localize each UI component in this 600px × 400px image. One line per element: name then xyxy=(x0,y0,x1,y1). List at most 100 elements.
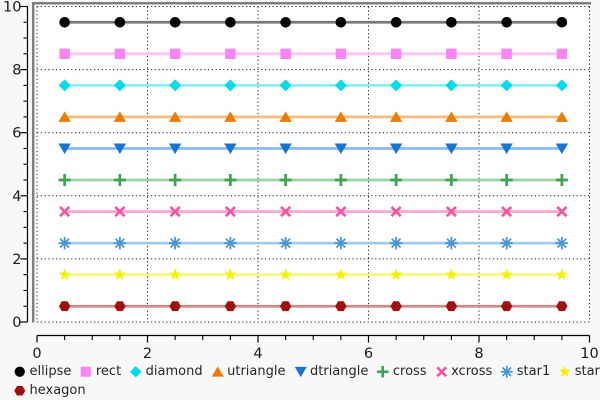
legend-label-star2: star2 xyxy=(574,364,600,379)
x-tick-label: 6 xyxy=(364,346,373,362)
marker-cross xyxy=(390,174,403,187)
x-tick-label: 8 xyxy=(474,346,483,362)
marker-star1 xyxy=(224,236,237,250)
marker-cross xyxy=(500,174,513,187)
marker-hexagon xyxy=(58,301,71,312)
marker-xcross xyxy=(556,206,568,218)
marker-star2 xyxy=(113,268,126,280)
marker-cross xyxy=(113,174,126,187)
marker-utriangle xyxy=(445,111,458,122)
legend-label-ellipse: ellipse xyxy=(29,364,72,379)
marker-ellipse xyxy=(556,16,568,28)
marker-star2 xyxy=(224,268,237,280)
plot-background xyxy=(34,4,590,322)
xcross-marker-icon xyxy=(435,366,447,377)
x-tick-label: 2 xyxy=(143,346,152,362)
legend-item-xcross: xcross xyxy=(435,364,493,379)
marker-utriangle xyxy=(334,111,348,122)
marker-rect xyxy=(335,48,347,60)
marker-cross xyxy=(169,174,182,187)
legend-label-star1: star1 xyxy=(516,364,551,379)
marker-ellipse xyxy=(225,16,236,28)
marker-star2 xyxy=(58,268,71,280)
plot-frame xyxy=(31,1,591,323)
marker-hexagon xyxy=(390,301,402,312)
marker-star1 xyxy=(555,236,569,250)
marker-utriangle xyxy=(389,111,403,122)
marker-ellipse xyxy=(169,16,181,28)
marker-star2 xyxy=(555,268,568,280)
marker-utriangle xyxy=(555,111,569,122)
marker-diamond xyxy=(334,79,347,92)
legend-label-xcross: xcross xyxy=(451,364,493,379)
marker-dtriangle xyxy=(113,143,127,155)
ellipse-marker-icon xyxy=(14,366,25,377)
marker-rect xyxy=(446,48,457,60)
marker-diamond xyxy=(224,79,237,92)
marker-xcross xyxy=(280,206,292,218)
marker-utriangle xyxy=(224,111,237,122)
legend-item-utriangle: utriangle xyxy=(211,365,286,379)
marker-star2 xyxy=(500,268,513,280)
marker-ellipse xyxy=(390,16,402,28)
marker-hexagon xyxy=(114,301,126,312)
plot-area: 0 2 4 6 8 10 0 2 4 6 8 10 xyxy=(3,0,599,362)
marker-diamond xyxy=(113,79,126,92)
legend-item-cross: cross xyxy=(376,365,427,379)
rect-marker-icon xyxy=(81,366,92,377)
legend-item-dtriangle: dtriangle xyxy=(294,365,368,379)
marker-rect xyxy=(556,48,568,60)
y-tick-label: 8 xyxy=(12,63,21,79)
marker-xcross xyxy=(224,206,236,218)
marker-rect xyxy=(59,48,70,60)
x-tick-label: 10 xyxy=(580,346,598,362)
marker-xcross xyxy=(114,206,126,218)
marker-dtriangle xyxy=(58,143,71,155)
marker-dtriangle xyxy=(334,143,348,155)
legend-item-hexagon: hexagon xyxy=(13,384,86,398)
marker-rect xyxy=(501,48,512,60)
marker-xcross xyxy=(59,206,71,218)
legend-label-diamond: diamond xyxy=(145,364,203,379)
marker-rect xyxy=(225,48,236,60)
dtriangle-marker-icon xyxy=(294,366,307,377)
marker-star1 xyxy=(168,236,182,250)
legend-label-rect: rect xyxy=(95,364,122,379)
utriangle-marker-icon xyxy=(211,366,224,377)
legend-row-1: ellipse rect diamond utriangle dtriangle cros… xyxy=(0,362,600,381)
marker-hexagon xyxy=(445,301,458,312)
marker-diamond xyxy=(445,79,458,92)
marker-xcross xyxy=(501,206,513,218)
marker-cross xyxy=(58,174,71,187)
y-tick-label: 4 xyxy=(12,189,21,205)
x-tick-label: 0 xyxy=(32,346,41,362)
marker-cross xyxy=(334,174,347,187)
marker-utriangle xyxy=(113,111,127,122)
marker-star1 xyxy=(113,236,127,250)
marker-dtriangle xyxy=(445,143,458,155)
marker-star2 xyxy=(279,268,292,280)
marker-ellipse xyxy=(446,16,457,28)
marker-ellipse xyxy=(280,16,291,28)
cross-marker-icon xyxy=(377,365,389,378)
marker-ellipse xyxy=(114,16,126,28)
legend-item-rect: rect xyxy=(79,365,121,379)
marker-ellipse xyxy=(501,16,512,28)
marker-dtriangle xyxy=(389,143,403,155)
marker-rect xyxy=(114,48,126,60)
marker-star1 xyxy=(58,236,71,250)
legend-item-ellipse: ellipse xyxy=(13,365,71,379)
marker-xcross xyxy=(335,206,347,218)
plot-canvas: 0 2 4 6 8 10 0 2 4 6 8 10 xyxy=(3,0,599,362)
marker-diamond xyxy=(169,79,182,92)
y-tick-label: 0 xyxy=(12,315,21,331)
legend: ellipse rect diamond utriangle dtriangle cros… xyxy=(0,362,600,400)
diamond-marker-icon xyxy=(130,365,142,378)
marker-rect xyxy=(280,48,291,60)
marker-utriangle xyxy=(500,111,513,122)
marker-cross xyxy=(555,174,568,187)
legend-label-hexagon: hexagon xyxy=(29,383,86,398)
y-tick-label: 6 xyxy=(12,126,21,142)
marker-star2 xyxy=(445,268,458,280)
